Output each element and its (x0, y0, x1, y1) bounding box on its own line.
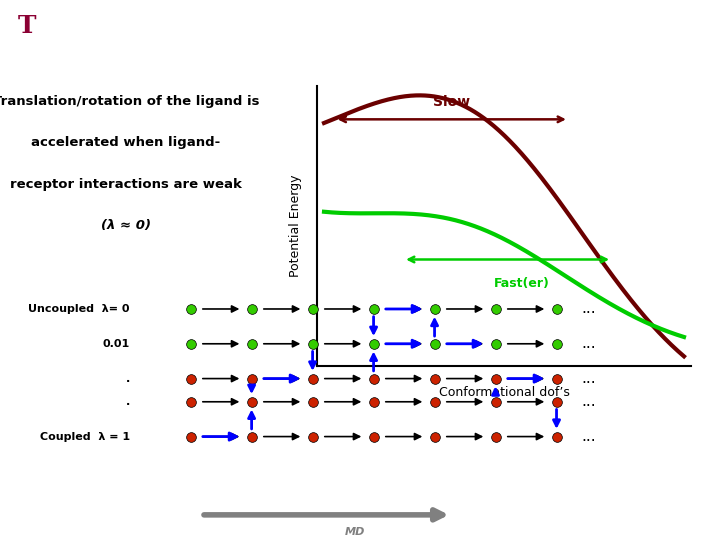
Text: ...: ... (582, 301, 596, 316)
Text: UNIVERSITY®: UNIVERSITY® (61, 37, 104, 42)
Text: accelerated when ligand-: accelerated when ligand- (32, 137, 220, 150)
Text: .: . (125, 397, 130, 407)
Text: Fast(er): Fast(er) (494, 277, 550, 290)
Text: receptor interactions are weak: receptor interactions are weak (10, 178, 242, 191)
Text: ...: ... (582, 336, 596, 352)
Text: 0.01: 0.01 (102, 339, 130, 349)
Text: Hamiltonian Replica Exchange in λ-space: Hamiltonian Replica Exchange in λ-space (113, 16, 693, 40)
Text: (λ ≈ 0): (λ ≈ 0) (101, 219, 151, 232)
Text: ...: ... (582, 429, 596, 444)
Text: Coupled  λ = 1: Coupled λ = 1 (40, 431, 130, 442)
Text: Conformational dof’s: Conformational dof’s (438, 386, 570, 399)
Text: TEMPLE: TEMPLE (61, 9, 117, 22)
Text: Slow: Slow (433, 96, 470, 110)
Text: MD: MD (345, 527, 366, 537)
Text: Uncoupled  λ= 0: Uncoupled λ= 0 (28, 304, 130, 314)
Text: ...: ... (582, 394, 596, 409)
Text: T: T (17, 14, 36, 37)
Bar (4, 4, 50, 52)
Text: .: . (125, 374, 130, 383)
Text: Potential Energy: Potential Energy (289, 174, 302, 277)
Text: ...: ... (582, 371, 596, 386)
Text: Translation/rotation of the ligand is: Translation/rotation of the ligand is (0, 96, 259, 109)
